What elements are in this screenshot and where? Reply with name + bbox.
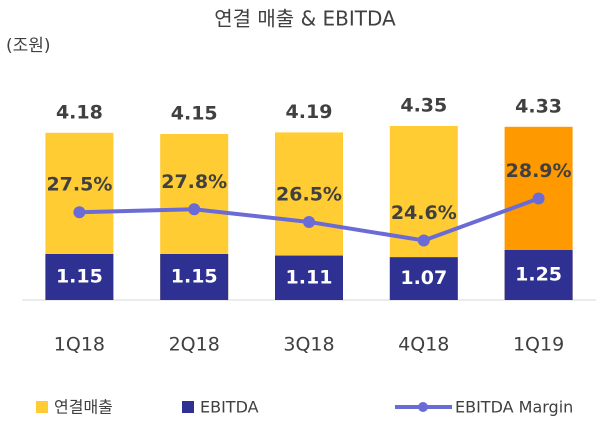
legend-swatch	[36, 401, 48, 413]
ebitda-bar	[389, 257, 458, 300]
x-tick-label: 3Q18	[283, 334, 334, 356]
margin-label: 26.5%	[276, 183, 342, 205]
x-tick-label: 1Q19	[513, 334, 564, 356]
revenue-label: 4.35	[400, 95, 447, 117]
revenue-label: 4.19	[286, 101, 333, 123]
ebitda-label: 1.07	[400, 267, 447, 289]
margin-marker	[188, 203, 201, 216]
revenue-label: 4.18	[56, 101, 103, 123]
ebitda-bar	[45, 254, 114, 300]
legend-swatch	[182, 401, 194, 413]
unit-label: (조원)	[6, 36, 51, 56]
margin-label: 27.5%	[46, 174, 112, 196]
x-tick-label: 4Q18	[398, 334, 449, 356]
x-tick-label: 1Q18	[54, 334, 105, 356]
margin-marker	[303, 215, 315, 228]
margin-marker	[417, 234, 430, 247]
legend-marker	[418, 402, 428, 412]
legend-label: EBITDA	[200, 398, 259, 417]
margin-marker	[532, 192, 545, 205]
ebitda-label: 1.15	[171, 266, 218, 288]
margin-label: 28.9%	[506, 160, 572, 182]
x-tick-label: 2Q18	[169, 334, 220, 356]
margin-label: 27.8%	[161, 171, 227, 193]
legend-label: 연결매출	[54, 398, 113, 417]
revenue-label: 4.33	[515, 95, 562, 117]
ebitda-label: 1.11	[286, 266, 333, 288]
chart-title: 연결 매출 & EBITDA	[214, 7, 396, 31]
ebitda-bar	[160, 254, 229, 300]
ebitda-label: 1.15	[56, 266, 103, 288]
ebitda-label: 1.25	[515, 264, 562, 286]
revenue-label: 4.15	[171, 103, 218, 125]
margin-marker	[73, 206, 86, 219]
ebitda-bar	[504, 250, 573, 300]
legend-label: EBITDA Margin	[455, 398, 573, 417]
ebitda-bar	[275, 255, 343, 300]
margin-label: 24.6%	[391, 202, 457, 224]
